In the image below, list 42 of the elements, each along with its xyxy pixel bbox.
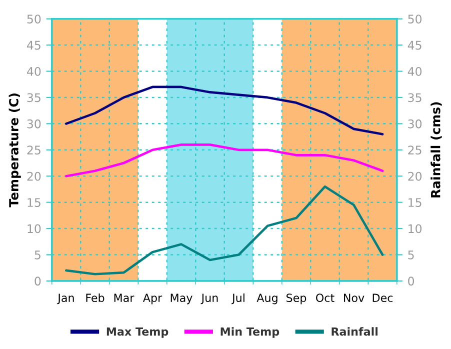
- y2-axis-title: Rainfall (cms): [430, 102, 442, 198]
- y-tick-label: 35: [27, 93, 40, 102]
- legend-label: Min Temp: [220, 327, 280, 338]
- y2-tick-label: 10: [408, 224, 422, 234]
- y2-tick-label: 5: [408, 250, 414, 260]
- y2-tick-label: 45: [408, 40, 422, 50]
- y2-tick-label: 30: [408, 119, 422, 128]
- y-tick-label: 45: [27, 40, 40, 50]
- y-axis-title: Temperature (C): [8, 94, 21, 208]
- x-tick-label: Apr: [142, 294, 162, 304]
- y2-tick-label: 20: [408, 172, 422, 181]
- x-tick-label: Jun: [200, 294, 218, 304]
- x-tick-label: Jul: [231, 293, 244, 304]
- line-series: [65, 143, 384, 178]
- y2-tick-label: 40: [408, 66, 422, 76]
- y-tick-label: 20: [27, 172, 41, 181]
- y-tick-label: 30: [27, 119, 41, 128]
- y2-tick-label: 50: [408, 14, 422, 24]
- line-series: [65, 185, 384, 276]
- x-tick-label: Feb: [86, 293, 104, 302]
- y-tick-label: 50: [27, 14, 41, 24]
- y2-tick-label: 15: [408, 198, 422, 207]
- x-tick-label: Sep: [286, 294, 306, 304]
- x-tick-label: Jan: [57, 294, 74, 304]
- x-tick-label: May: [170, 294, 192, 304]
- x-tick-label: Oct: [316, 294, 334, 302]
- line-series: [65, 86, 384, 136]
- y2-tick-label: 0: [408, 276, 414, 286]
- y-tick-label: 10: [28, 224, 41, 234]
- legend-label: Rainfall: [332, 327, 378, 336]
- x-tick-label: Aug: [256, 294, 278, 304]
- y-tick-label: 25: [27, 146, 40, 155]
- legend-label: Max Temp: [106, 327, 168, 338]
- y2-tick-label: 35: [408, 93, 422, 102]
- x-tick-label: Nov: [344, 294, 364, 302]
- y-tick-label: 5: [34, 250, 40, 260]
- y-tick-label: 0: [34, 276, 41, 286]
- x-tick-label: Dec: [372, 294, 393, 302]
- x-tick-label: Mar: [114, 294, 134, 302]
- y-tick-label: 40: [27, 66, 41, 76]
- y2-tick-label: 25: [408, 146, 422, 155]
- y-tick-label: 15: [28, 198, 40, 207]
